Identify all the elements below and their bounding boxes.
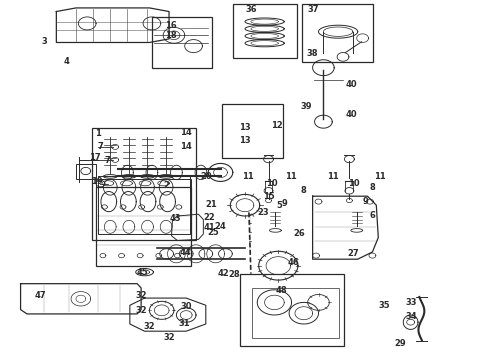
Text: 21: 21 <box>206 200 218 209</box>
Text: 31: 31 <box>179 320 191 328</box>
Text: 32: 32 <box>135 291 147 300</box>
Text: 13: 13 <box>239 123 251 132</box>
Text: 23: 23 <box>257 208 269 217</box>
Text: 9: 9 <box>362 197 368 206</box>
Text: 17: 17 <box>89 153 100 162</box>
Text: 29: 29 <box>394 339 406 348</box>
Text: 48: 48 <box>276 287 288 295</box>
Text: 41: 41 <box>204 223 216 232</box>
Text: 16: 16 <box>165 22 176 31</box>
Text: 40: 40 <box>346 110 358 119</box>
Text: 27: 27 <box>347 249 359 258</box>
Text: 11: 11 <box>285 172 296 181</box>
Text: 11: 11 <box>242 172 253 181</box>
Bar <box>152 17 212 68</box>
Text: 1: 1 <box>95 129 101 138</box>
Text: 45: 45 <box>136 269 148 277</box>
Text: 20: 20 <box>200 172 212 181</box>
Text: 38: 38 <box>306 49 318 58</box>
Text: 5: 5 <box>276 201 282 210</box>
Text: 8: 8 <box>369 183 375 192</box>
Bar <box>98 176 190 234</box>
Text: 32: 32 <box>163 333 175 342</box>
Text: 6: 6 <box>369 211 375 220</box>
Text: 33: 33 <box>406 298 417 307</box>
Text: 7: 7 <box>105 156 111 165</box>
Bar <box>92 128 196 240</box>
Bar <box>222 104 283 158</box>
Text: 39: 39 <box>300 102 312 111</box>
Text: 30: 30 <box>180 302 192 311</box>
Bar <box>302 4 373 62</box>
Text: 34: 34 <box>406 311 417 320</box>
Text: 35: 35 <box>379 301 391 310</box>
Text: 32: 32 <box>135 306 147 315</box>
Text: 9: 9 <box>281 199 287 208</box>
Bar <box>96 187 191 266</box>
Text: 8: 8 <box>301 186 307 195</box>
Text: 47: 47 <box>34 291 46 300</box>
Text: 22: 22 <box>204 213 216 222</box>
Text: 40: 40 <box>346 80 358 89</box>
Bar <box>76 164 96 179</box>
Text: 18: 18 <box>165 31 176 40</box>
Text: 3: 3 <box>41 37 47 46</box>
Text: 43: 43 <box>170 214 181 223</box>
Text: 2: 2 <box>164 181 170 190</box>
Text: 7: 7 <box>98 142 103 151</box>
Bar <box>96 179 191 187</box>
Text: 15: 15 <box>263 192 274 201</box>
Text: 46: 46 <box>287 258 299 267</box>
Text: 26: 26 <box>293 230 305 238</box>
Bar <box>233 4 297 58</box>
Text: 24: 24 <box>215 222 226 231</box>
Text: 42: 42 <box>217 269 229 278</box>
Bar <box>252 288 339 338</box>
Text: 28: 28 <box>228 270 240 279</box>
Text: 12: 12 <box>271 122 283 130</box>
Text: 11: 11 <box>327 172 339 181</box>
Text: 19: 19 <box>91 177 102 186</box>
Text: 10: 10 <box>348 179 360 188</box>
Text: 44: 44 <box>179 248 191 257</box>
Text: 11: 11 <box>374 172 386 181</box>
Text: 13: 13 <box>239 136 251 145</box>
Text: 37: 37 <box>308 4 319 13</box>
Text: 14: 14 <box>180 128 192 137</box>
Text: 10: 10 <box>266 179 278 188</box>
Bar <box>240 274 344 346</box>
Text: 25: 25 <box>207 228 219 237</box>
Text: 4: 4 <box>63 57 69 66</box>
Text: 36: 36 <box>245 4 257 13</box>
Text: 32: 32 <box>144 323 155 331</box>
Text: 14: 14 <box>180 142 192 151</box>
